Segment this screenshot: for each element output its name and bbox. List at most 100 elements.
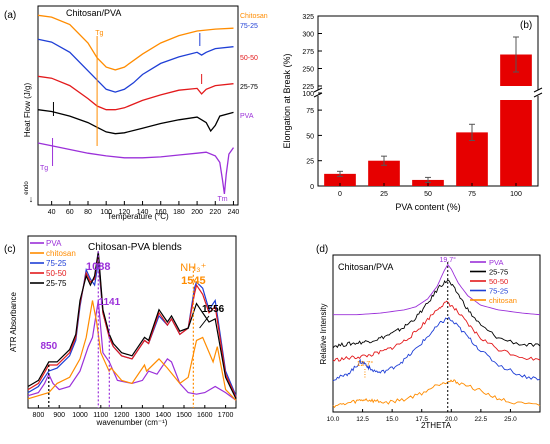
chart-title: Chitosan/PVA	[338, 262, 393, 272]
chart-title: Chitosan/PVA	[66, 8, 121, 18]
legend-label-pva: PVA	[489, 258, 503, 267]
legend-label-chitosan: chitosan	[46, 249, 76, 258]
y-tick-label: 25	[306, 159, 314, 166]
series-line-25-75	[27, 251, 237, 400]
legend-label-50-50: 50-50	[46, 269, 67, 278]
axis-break-mark	[533, 92, 543, 98]
x-tick-label: 1300	[135, 412, 151, 419]
series-line-50-50	[27, 254, 237, 398]
x-tick-label: 22.5	[475, 416, 488, 423]
x-axis-label: wavenumber (cm⁻¹)	[96, 418, 168, 427]
legend-label-50-50: 50-50	[240, 55, 258, 62]
peak-label-850: 850	[40, 341, 57, 352]
x-tick-label: 140	[137, 209, 149, 216]
x-axis-label: 2THETA	[421, 421, 452, 430]
axis-break-mark	[313, 87, 323, 93]
legend-label-pva: PVA	[240, 113, 254, 120]
x-tick-label: 12.5	[356, 416, 369, 423]
x-tick-label: 200	[191, 209, 203, 216]
series-line-pva	[333, 263, 541, 316]
x-tick-label: 40	[48, 209, 56, 216]
x-tick-label: 1200	[114, 412, 130, 419]
annotation-tm-pva: Tm	[217, 196, 227, 203]
peak-label-1556: 1556	[202, 304, 225, 315]
x-tick-label: 1700	[218, 412, 234, 419]
y-axis-label: Relative Intensity	[319, 304, 328, 365]
peak-pointer-1556	[199, 315, 210, 329]
series-line-50-50	[332, 300, 541, 362]
legend-label-75-25: 75-25	[489, 287, 508, 296]
bar-75	[456, 132, 488, 186]
peak-label-12-7: 12.7°	[357, 360, 374, 368]
y-axis-label: ATR Absorbance	[9, 292, 18, 352]
annotation-tg-chitosan: Tg	[95, 30, 103, 37]
series-line-25-75	[37, 109, 234, 135]
legend-label-75-25: 75-25	[46, 259, 67, 268]
endo-label: endo	[24, 181, 30, 195]
series-line-chitosan	[37, 14, 234, 71]
bar-break-mark	[497, 86, 535, 96]
legend-label-chitosan: chitosan	[489, 296, 517, 305]
x-tick-label: 100	[100, 209, 112, 216]
panel-c-chart: 800 900 1000 1100 1200 1300 1400 1500 1600 1700 PV…	[4, 235, 237, 427]
x-tick-label: 80	[84, 209, 92, 216]
y-tick-label: 275	[302, 49, 314, 56]
x-axis-label: PVA content (%)	[395, 202, 460, 212]
peak-label-1088: 1088	[86, 261, 110, 273]
axis-break-mark	[313, 92, 323, 98]
x-tick-label: 1400	[155, 412, 171, 419]
panel-d-chart: 10.0 12.5 15.0 17.5 20.0 22.5 25.0 PVA25-7550-5…	[316, 244, 541, 430]
x-tick-label: 1100	[93, 412, 108, 419]
x-tick-label: 120	[119, 209, 131, 216]
legend-label-pva: PVA	[46, 239, 62, 248]
legend-label-25-75: 25-75	[240, 84, 258, 91]
x-tick-label: 1600	[197, 412, 213, 419]
x-tick-label: 160	[155, 209, 167, 216]
bar-100-lower	[500, 100, 532, 186]
y-axis-label: Heat Flow (J/g)	[23, 83, 32, 138]
panel-label: (d)	[316, 244, 328, 255]
plot-frame-a	[37, 5, 239, 206]
series-line-chitosan	[27, 300, 237, 401]
x-tick-label: 25.0	[504, 416, 517, 423]
x-tick-label: 1500	[176, 412, 192, 419]
legend-label-25-75: 25-75	[489, 268, 508, 277]
x-axis-label: Temperature (°C)	[107, 212, 169, 221]
legend-label-75-25: 75-25	[240, 23, 258, 30]
x-tick-label: 240	[228, 209, 240, 216]
bar-50	[412, 179, 444, 186]
x-tick-label: 1000	[72, 412, 88, 419]
panel-label: (a)	[4, 10, 16, 21]
series-line-75-25	[332, 316, 541, 382]
axis-break-mark	[533, 87, 543, 93]
y-tick-label: 325	[302, 14, 314, 21]
plot-frame-d	[332, 254, 541, 413]
y-axis-label: Elongation at Break (%)	[282, 53, 292, 148]
series-line-75-25	[37, 38, 234, 93]
axis-break-gap	[535, 90, 541, 96]
peak-label-nh3: NH₃⁺	[180, 262, 206, 274]
y-tick-label: 0	[310, 184, 314, 191]
x-tick-label: 17.5	[415, 416, 428, 423]
legend-label-50-50: 50-50	[489, 277, 508, 286]
endo-arrow: ↓	[29, 194, 34, 204]
annotation-tg-pva: Tg	[40, 165, 48, 172]
x-tick-label: 180	[173, 209, 185, 216]
y-tick-label: 225	[302, 84, 314, 91]
x-tick-label-50: 50	[424, 191, 432, 198]
series-line-50-50	[37, 75, 234, 111]
bar-0	[324, 173, 356, 186]
legend-label-25-75: 25-75	[46, 279, 67, 288]
x-tick-label: 15.0	[386, 416, 399, 423]
x-tick-label: 60	[66, 209, 74, 216]
x-tick-label: 220	[209, 209, 221, 216]
legend-label-chitosan: Chitosan	[240, 13, 268, 20]
x-tick-label-25: 25	[380, 191, 388, 198]
x-tick-label-100: 100	[510, 191, 522, 198]
panel-label: (b)	[520, 20, 532, 31]
y-tick-label: 250	[302, 67, 314, 74]
y-tick-label: 300	[302, 32, 314, 39]
x-tick-label: 10.0	[327, 416, 340, 423]
